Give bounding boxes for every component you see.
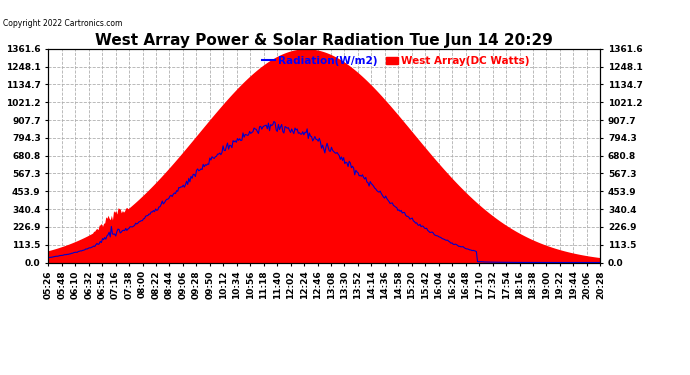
Text: Copyright 2022 Cartronics.com: Copyright 2022 Cartronics.com [3,19,123,28]
Title: West Array Power & Solar Radiation Tue Jun 14 20:29: West Array Power & Solar Radiation Tue J… [95,33,553,48]
Legend: Radiation(W/m2), West Array(DC Watts): Radiation(W/m2), West Array(DC Watts) [258,52,534,70]
